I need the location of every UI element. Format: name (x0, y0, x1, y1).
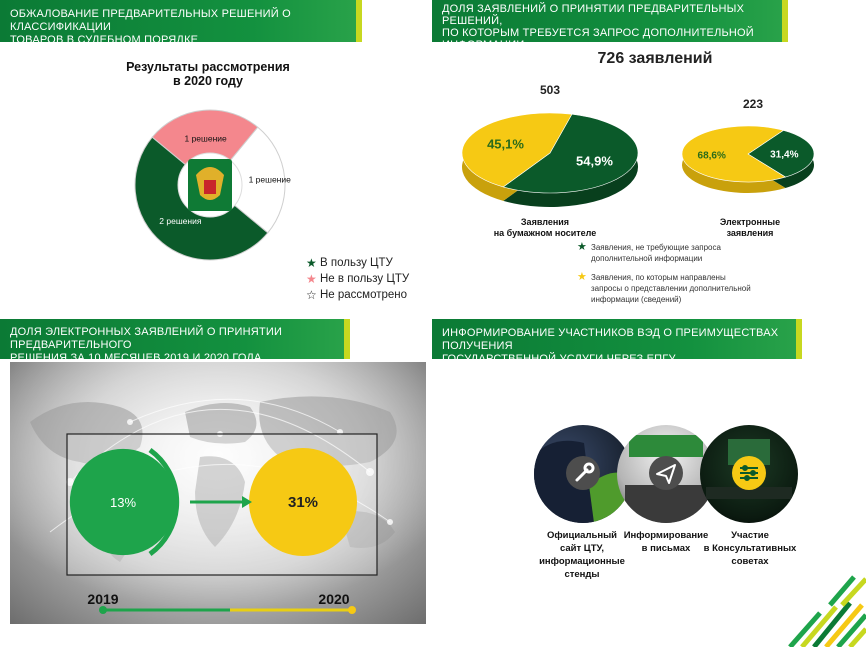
legend-item: ★ Не в пользу ЦТУ (306, 271, 409, 287)
title-line: Результаты рассмотрения (126, 60, 290, 74)
star-outline-icon: ☆ (306, 288, 317, 302)
title-line: в 2020 году (173, 74, 243, 88)
legend-label: Заявления, не требующие запроса дополнит… (591, 242, 721, 264)
sliders-icon (740, 465, 758, 481)
pie-slice (461, 112, 573, 188)
banner-line: ПО КОТОРЫМ ТРЕБУЕТСЯ ЗАПРОС ДОПОЛНИТЕЛЬН… (442, 27, 754, 51)
caption-line: Информирование (623, 530, 709, 541)
legend-line: дополнительной информации (591, 254, 703, 263)
star-icon: ★ (577, 241, 587, 253)
results-legend: ★ В пользу ЦТУ ★ Не в пользу ЦТУ ☆ Не рассм… (306, 255, 409, 303)
corner-stripes-decoration (788, 575, 866, 647)
legend-line: информации (сведений) (591, 295, 682, 304)
value-label: 31% (288, 494, 318, 511)
banner-accent (356, 0, 362, 42)
timeline-dot (99, 606, 107, 614)
pie-slice (502, 113, 639, 194)
council-photo (706, 439, 792, 499)
caption-line: в письмах (641, 543, 691, 554)
requests-legend: ★ Заявления, не требующие запроса дополн… (577, 242, 777, 313)
star-icon: ★ (306, 272, 317, 286)
progress-arc (148, 447, 180, 557)
banner-line: ДОЛЯ ЗАЯВЛЕНИЙ О ПРИНЯТИИ ПРЕДВАРИТЕЛЬНЫ… (442, 3, 745, 27)
banner-electronic-share: ДОЛЯ ЭЛЕКТРОННЫХ ЗАЯВЛЕНИЙ О ПРИНЯТИИ ПР… (0, 319, 350, 364)
growth-comparison: 13% 31% 2019 2020 (69, 447, 357, 614)
caption-line: Участие (731, 530, 769, 541)
electronic-total: 223 (742, 97, 764, 111)
paper-applications-pie: 54,9% 45,1% (461, 112, 639, 207)
results-chart-title: Результаты рассмотрения в 2020 году (118, 60, 298, 88)
caption-line: заявления (726, 228, 774, 238)
banner-line: (10 МЕСЯЦЕВ 2020 Г.) (442, 51, 563, 63)
legend-item: ☆ Не рассмотрено (306, 287, 409, 303)
banner-line: РЕШЕНИЯ ЗА 10 МЕСЯЦЕВ 2019 И 2020 ГОДА (10, 352, 262, 364)
council-caption: Участие в Консультативных советах (694, 529, 806, 568)
caption-line: Официальный (546, 530, 618, 541)
banner-court-appeal: ОБЖАЛОВАНИЕ ПРЕДВАРИТЕЛЬНЫХ РЕШЕНИЙ О КЛ… (0, 0, 362, 46)
results-pie-chart: 1 решение 1 решение 2 решения (134, 109, 292, 261)
pie-slice (747, 130, 815, 178)
caption-line: сайт ЦТУ, (559, 543, 605, 554)
council-circle (700, 425, 798, 523)
legend-line: Заявления, не требующие запроса (591, 243, 721, 252)
legend-item: ★ Заявления, не требующие запроса дополн… (577, 242, 777, 264)
pie-data-label: 31,4% (770, 150, 798, 161)
legend-label: Не рассмотрено (320, 289, 408, 301)
banner-accent (344, 319, 350, 359)
paper-caption: Заявления на бумажном носителе (480, 217, 610, 239)
banner-line: ТОВАРОВ В СУДЕБНОМ ПОРЯДКЕ (10, 34, 199, 46)
paper-plane-icon (656, 464, 676, 484)
legend-label: В пользу ЦТУ (320, 257, 393, 269)
arrow-head-icon (242, 496, 252, 508)
banner-line: ИНФОРМИРОВАНИЕ УЧАСТНИКОВ ВЭД О ПРЕИМУЩЕ… (442, 327, 779, 352)
caption-line: в Консультативных (703, 543, 797, 554)
timeline-dot (348, 606, 356, 614)
website-circle (534, 425, 632, 523)
star-icon: ★ (577, 271, 587, 283)
paper-total: 503 (539, 83, 561, 97)
wrench-icon (575, 462, 595, 482)
pie-data-label: 1 решение (184, 134, 227, 144)
legend-label: Заявления, по которым направлены запросы… (591, 272, 751, 305)
banner-accent (782, 0, 788, 42)
letters-caption: Информирование в письмах (611, 529, 721, 555)
value-label: 13% (110, 495, 136, 510)
legend-line: запросы о представлении дополнительной (591, 284, 751, 293)
electronic-caption: Электронные заявления (700, 217, 800, 239)
customs-emblem-icon (188, 159, 232, 211)
banner-line: ДОЛЯ ЭЛЕКТРОННЫХ ЗАЯВЛЕНИЙ О ПРИНЯТИИ ПР… (10, 326, 283, 351)
world-map-background: 13% 31% 2019 2020 (10, 362, 426, 624)
total-applications: 726 заявлений (597, 50, 713, 67)
pie-data-label: 45,1% (487, 136, 524, 151)
caption-line: стенды (564, 569, 600, 580)
banner-line: ГОСУДАРСТВЕННОЙ УСЛУГИ ЧЕРЕЗ ЕПГУ (442, 353, 676, 365)
pie-data-label: 54,9% (576, 154, 613, 169)
banner-epgu-informing: ИНФОРМИРОВАНИЕ УЧАСТНИКОВ ВЭД О ПРЕИМУЩЕ… (432, 319, 802, 365)
website-caption: Официальный сайт ЦТУ, информационные сте… (526, 529, 638, 581)
legend-line: Заявления, по которым направлены (591, 273, 726, 282)
year-label: 2019 (87, 591, 118, 607)
legend-item: ★ Заявления, по которым направлены запро… (577, 272, 777, 305)
legend-label: Не в пользу ЦТУ (320, 273, 410, 285)
banner-additional-info-share: ДОЛЯ ЗАЯВЛЕНИЙ О ПРИНЯТИИ ПРЕДВАРИТЕЛЬНЫ… (432, 0, 788, 63)
pie-data-label: 1 решение (249, 174, 292, 184)
banner-line: ОБЖАЛОВАНИЕ ПРЕДВАРИТЕЛЬНЫХ РЕШЕНИЙ О КЛ… (10, 8, 291, 33)
electronic-applications-pie: 31,4% 68,6% (681, 125, 815, 193)
pie-slice (681, 125, 787, 183)
pie-data-label: 68,6% (698, 150, 726, 161)
pie-data-label: 2 решения (159, 216, 202, 226)
caption-line: информационные (539, 556, 625, 567)
caption-line: Заявления (520, 217, 570, 227)
caption-line: на бумажном носителе (493, 228, 597, 238)
banner-accent (796, 319, 802, 359)
caption-line: Электронные (719, 217, 781, 227)
legend-item: ★ В пользу ЦТУ (306, 255, 409, 271)
star-icon: ★ (306, 256, 317, 270)
pie-slice (151, 109, 259, 186)
year-label: 2020 (318, 591, 349, 607)
pie-slice (209, 126, 286, 234)
caption-line: советах (731, 556, 769, 567)
circle-2019 (69, 448, 177, 556)
circle-2020 (249, 448, 357, 556)
